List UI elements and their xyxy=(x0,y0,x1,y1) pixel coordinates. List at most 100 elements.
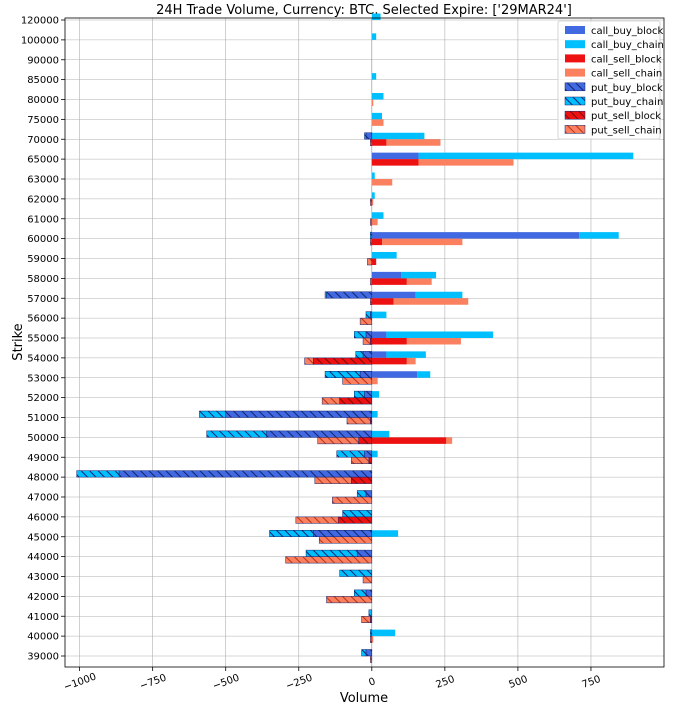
bar-put-buy-chain xyxy=(342,510,373,518)
bar-call-sell-chain xyxy=(371,198,374,206)
bar-call-buy-chain xyxy=(371,132,425,140)
bar-put-buy-chain xyxy=(199,410,226,418)
bar-put-buy-chain xyxy=(269,530,314,537)
bar-put-sell-chain xyxy=(370,655,373,663)
bar-put-sell-block xyxy=(339,397,373,405)
bar-put-sell-chain xyxy=(346,417,371,425)
bar-put-sell-chain xyxy=(370,298,373,305)
bar-call-sell-chain xyxy=(446,437,453,444)
bar-put-sell-chain xyxy=(370,278,373,286)
legend-swatch-put-sell-block xyxy=(564,110,586,120)
bar-put-sell-chain xyxy=(370,198,373,206)
bar-put-buy-block xyxy=(365,649,373,657)
y-tick-label: 100000 xyxy=(21,35,59,46)
x-tick-label: 750 xyxy=(581,674,603,691)
bar-call-buy-chain xyxy=(386,351,426,358)
bar-put-buy-chain xyxy=(324,371,361,378)
bar-put-buy-chain xyxy=(354,390,365,398)
bar-put-sell-chain xyxy=(359,317,373,325)
y-tick-label: 58000 xyxy=(27,274,59,285)
legend-frame xyxy=(557,20,661,140)
bar-call-sell-block xyxy=(371,238,383,246)
bar-put-buy-chain xyxy=(370,629,373,637)
legend-swatch-call-sell-chain xyxy=(565,68,585,77)
x-tick-label: 250 xyxy=(435,674,457,691)
bar-call-sell-chain xyxy=(371,218,378,226)
y-tick-label: 61000 xyxy=(27,214,59,225)
y-tick-label: 50000 xyxy=(27,433,59,444)
bar-put-sell-chain xyxy=(321,397,340,405)
legend-label-put-buy-block: put_buy_block xyxy=(591,83,663,94)
bar-call-buy-block xyxy=(371,271,402,279)
y-tick-label: 52000 xyxy=(27,393,59,404)
bar-put-buy-chain xyxy=(206,430,267,438)
bar-put-sell-block xyxy=(368,457,373,464)
bar-put-buy-chain xyxy=(356,490,367,498)
bar-call-buy-chain xyxy=(371,73,377,80)
y-tick-label: 49000 xyxy=(27,453,59,464)
bar-put-buy-chain xyxy=(354,331,367,339)
y-tick-label: 60000 xyxy=(27,234,59,245)
x-tick-label: 0 xyxy=(367,676,377,689)
bar-call-sell-block xyxy=(371,278,407,285)
legend-swatch-put-buy-chain xyxy=(564,96,586,106)
y-tick-label: 57000 xyxy=(27,294,59,305)
bar-call-sell-block xyxy=(371,139,387,146)
bar-put-sell-block xyxy=(358,437,373,445)
bar-call-buy-chain xyxy=(579,232,619,239)
bar-put-sell-chain xyxy=(317,437,359,445)
legend-swatch-put-buy-block xyxy=(564,82,586,92)
bar-put-buy-block xyxy=(365,490,373,498)
bar-call-buy-chain xyxy=(371,430,390,438)
bar-call-buy-chain xyxy=(371,311,387,319)
bar-put-buy-chain xyxy=(339,569,373,577)
bar-call-sell-chain xyxy=(382,238,463,246)
y-tick-label: 54000 xyxy=(27,353,59,364)
legend: call_buy_block call_buy_chain call_sell_bl… xyxy=(557,20,664,140)
bar-call-buy-chain xyxy=(401,271,437,279)
bar-put-sell-chain xyxy=(285,556,373,564)
bar-call-buy-chain xyxy=(371,252,397,259)
legend-swatch-call-buy-block xyxy=(565,26,585,34)
bar-call-sell-chain xyxy=(418,159,514,166)
bar-call-sell-block xyxy=(371,357,407,365)
y-tick-label: 70000 xyxy=(27,135,59,146)
x-tick-label: −1000 xyxy=(62,671,98,693)
y-axis-label: Strike xyxy=(11,323,26,360)
bar-put-sell-chain xyxy=(361,616,371,623)
legend-swatch-call-sell-block xyxy=(565,54,585,63)
bar-call-buy-chain xyxy=(417,371,431,378)
bar-call-buy-block xyxy=(371,331,387,338)
bar-call-buy-chain xyxy=(371,411,378,418)
bar-put-buy-block xyxy=(362,351,373,359)
bar-put-buy-block xyxy=(364,390,373,398)
bar-call-buy-chain xyxy=(371,192,375,199)
bar-put-sell-chain xyxy=(304,357,314,365)
bar-call-buy-chain xyxy=(371,33,377,40)
y-tick-label: 46000 xyxy=(27,512,59,523)
x-tick-label: −750 xyxy=(138,673,168,693)
y-tick-label: 80000 xyxy=(27,95,59,106)
bar-put-sell-block xyxy=(337,516,373,524)
bar-put-buy-chain xyxy=(305,549,358,557)
bar-call-buy-block xyxy=(371,152,419,160)
bar-put-sell-chain xyxy=(370,139,373,146)
bar-call-buy-chain xyxy=(371,93,384,100)
bar-put-sell-chain xyxy=(318,536,373,544)
legend-label-call-sell-chain: call_sell_chain xyxy=(591,69,662,80)
bar-put-sell-chain xyxy=(314,476,352,484)
x-axis-label: Volume xyxy=(340,691,388,706)
y-tick-label: 41000 xyxy=(27,612,59,623)
legend-label-call-buy-block: call_buy_block xyxy=(591,26,664,37)
bar-put-sell-chain xyxy=(332,496,373,504)
bar-put-sell-chain xyxy=(367,258,373,266)
legend-swatch-call-buy-chain xyxy=(565,40,585,49)
bar-put-sell-chain xyxy=(351,457,370,464)
bar-call-buy-chain xyxy=(371,391,380,398)
y-tick-label: 63000 xyxy=(27,175,59,186)
bar-call-sell-chain xyxy=(371,179,393,186)
bar-put-sell-chain xyxy=(326,596,373,604)
bar-put-sell-chain xyxy=(370,238,373,246)
bar-put-buy-block xyxy=(365,132,373,140)
bar-put-buy-block xyxy=(313,530,373,537)
